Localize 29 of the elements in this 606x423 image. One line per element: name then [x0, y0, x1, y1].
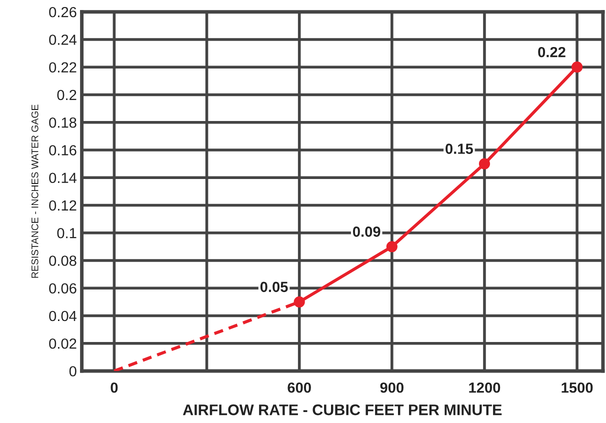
point: [386, 241, 398, 252]
x-tick-label: 1500: [562, 382, 593, 393]
y-tick-label: 0.08: [49, 256, 76, 266]
x-tick-label: 1200: [469, 382, 500, 393]
y-tick-label: 0.22: [49, 62, 76, 73]
data-label: 0.22: [538, 46, 566, 58]
y-tick-label: 0.14: [49, 172, 77, 184]
y-tick-label: 0.18: [49, 117, 76, 128]
y-tick-label: 0.16: [49, 145, 76, 156]
data-label: 0.05: [260, 282, 288, 292]
data-label: 0.09: [353, 226, 380, 237]
x-tick-label: 600: [288, 382, 311, 393]
y-tick-label: 0.24: [49, 34, 77, 45]
y-tick-label: 0.06: [49, 283, 76, 294]
x-tick-label: 900: [380, 382, 404, 393]
point: [478, 158, 490, 170]
data-label: 0.15: [446, 144, 473, 154]
point: [571, 62, 583, 73]
point: [294, 296, 305, 308]
x-axis-title: AIRFLOW RATE - CUBIC FEET PER MINUTE: [182, 404, 502, 416]
y-tick-label: 0.2: [57, 90, 76, 100]
y-tick-label: 0.04: [49, 310, 77, 322]
y-tick-label: 0.02: [49, 338, 76, 349]
y-tick-label: 0.12: [49, 200, 76, 211]
y-tick-label: 0: [69, 366, 76, 376]
y-axis-title: RESISTANCE - INCHES WATER GAGE: [31, 104, 38, 278]
x-tick-label: 0: [110, 382, 118, 393]
y-tick-label: 0.1: [57, 228, 76, 238]
y-tick-label: 0.26: [49, 6, 76, 18]
